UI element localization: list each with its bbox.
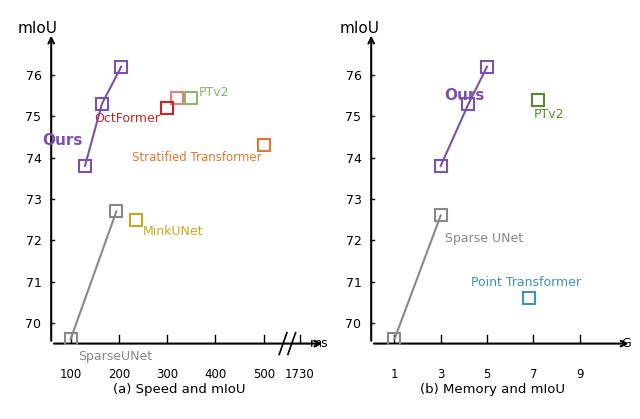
Text: 9: 9 (576, 368, 584, 381)
Text: 100: 100 (60, 368, 82, 381)
Text: 400: 400 (204, 368, 227, 381)
Text: Stratified Transformer: Stratified Transformer (132, 151, 261, 164)
Text: Point Transformer: Point Transformer (471, 276, 580, 289)
Text: 1: 1 (390, 368, 398, 381)
Text: 5: 5 (483, 368, 491, 381)
Text: 1730: 1730 (285, 368, 315, 381)
Text: Sparse UNet: Sparse UNet (445, 232, 524, 246)
Text: OctFormer: OctFormer (94, 112, 160, 125)
Text: 500: 500 (253, 368, 275, 381)
Text: Ours: Ours (42, 133, 83, 148)
Text: SparseUNet: SparseUNet (78, 350, 152, 363)
Text: 3: 3 (437, 368, 444, 381)
Text: Ours: Ours (444, 88, 484, 103)
Text: (b) Memory and mIoU: (b) Memory and mIoU (420, 383, 565, 396)
Text: PTv2: PTv2 (533, 109, 564, 122)
Text: 300: 300 (156, 368, 178, 381)
Text: MinkUNet: MinkUNet (143, 225, 204, 238)
Text: 200: 200 (108, 368, 130, 381)
Text: G: G (621, 337, 631, 350)
Text: ms: ms (310, 337, 328, 350)
Text: (a) Speed and mIoU: (a) Speed and mIoU (113, 383, 246, 396)
Text: mIoU: mIoU (18, 21, 58, 36)
Text: mIoU: mIoU (340, 21, 380, 36)
Text: 7: 7 (529, 368, 537, 381)
Text: PTv2: PTv2 (198, 85, 229, 98)
